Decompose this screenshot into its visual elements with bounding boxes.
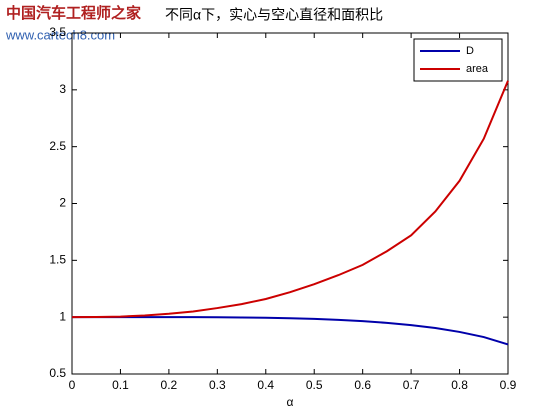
- x-tick-label: 0.8: [451, 378, 468, 392]
- y-tick-label: 1.5: [49, 253, 66, 267]
- line-series: [71, 80, 509, 319]
- x-tick-label: 0.1: [112, 378, 129, 392]
- legend-box: [413, 38, 503, 82]
- y-tick-label: 2.5: [49, 139, 66, 153]
- chart-title: 不同α下，实心与空心直径和面积比: [165, 7, 383, 23]
- legend-label: area: [466, 63, 489, 75]
- x-tick-label: 0.4: [257, 378, 274, 392]
- line-series: [72, 316, 509, 346]
- x-axis-label: α: [287, 395, 294, 409]
- watermark: 中国汽车工程师之家: [6, 4, 141, 22]
- x-tick-label: 0.5: [306, 378, 323, 392]
- watermark-url: www.cartech8.com: [5, 27, 115, 42]
- x-tick-label: 0.6: [354, 378, 371, 392]
- x-tick-label: 0.3: [209, 378, 226, 392]
- y-tick-label: 1: [59, 309, 66, 323]
- x-tick-label: 0.7: [403, 378, 420, 392]
- y-tick-label: 3.5: [49, 25, 66, 39]
- y-tick-label: 2: [59, 196, 66, 210]
- y-tick-label: 3: [59, 82, 66, 96]
- legend-label: D: [466, 45, 474, 57]
- y-tick-label: 0.5: [49, 366, 66, 380]
- x-tick-label: 0: [69, 378, 76, 392]
- x-tick-label: 0.2: [161, 378, 178, 392]
- x-tick-label: 0.9: [500, 378, 517, 392]
